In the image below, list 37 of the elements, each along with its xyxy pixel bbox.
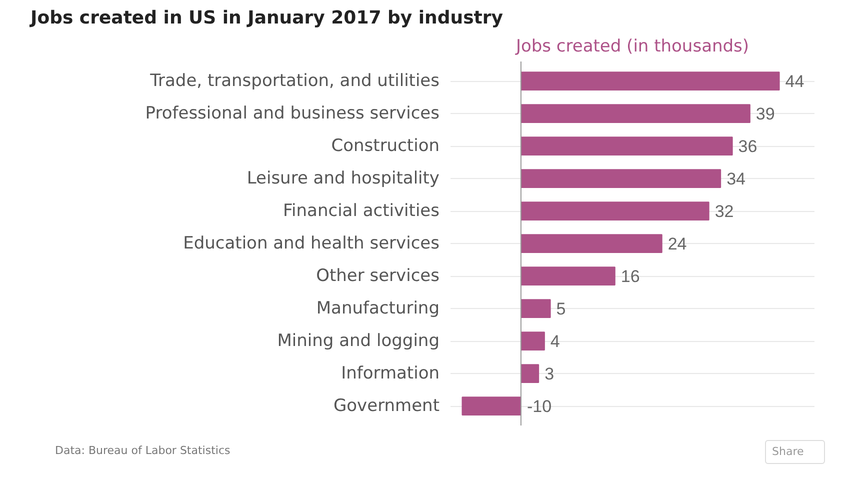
x-axis-title: Jobs created (in thousands) (514, 36, 750, 56)
data-label: 5 (556, 300, 566, 318)
y-tick-label: Other services (316, 266, 440, 286)
y-tick-label: Manufacturing (316, 298, 440, 318)
data-label: 44 (785, 72, 804, 91)
bar (520, 169, 722, 188)
y-tick-label: Education and health services (183, 234, 440, 254)
y-tick-label: Construction (331, 136, 440, 156)
y-tick-label: Information (341, 364, 440, 384)
bar (520, 234, 662, 253)
y-tick-label: Trade, transportation, and utilities (149, 71, 440, 91)
y-tick-label: Government (333, 396, 440, 416)
bar (520, 72, 780, 90)
y-tick-label: Mining and logging (277, 331, 440, 351)
bar (520, 266, 616, 286)
bar (520, 332, 545, 350)
bar (520, 202, 710, 220)
bar (520, 136, 733, 156)
data-label: 32 (714, 202, 734, 221)
data-label: 3 (544, 364, 554, 384)
data-label: -10 (526, 397, 552, 416)
data-label: 4 (550, 332, 560, 351)
data-label: 39 (756, 104, 775, 124)
bar (462, 396, 522, 416)
bar (520, 364, 540, 383)
text: Data: Bureau of Labor Statistics (55, 443, 230, 459)
bar (520, 299, 551, 318)
y-tick-label: Financial activities (283, 201, 440, 221)
data-label: 24 (668, 234, 687, 254)
y-tick-label: Professional and business services (145, 104, 440, 124)
data-label: 36 (738, 137, 758, 156)
bar (520, 104, 750, 123)
data-label: 34 (726, 170, 746, 188)
data-label: 16 (620, 267, 640, 286)
y-tick-label: Leisure and hospitality (246, 168, 440, 188)
text: Share (772, 444, 804, 460)
text: Jobs created in US in January 2017 by industry (28, 8, 504, 28)
